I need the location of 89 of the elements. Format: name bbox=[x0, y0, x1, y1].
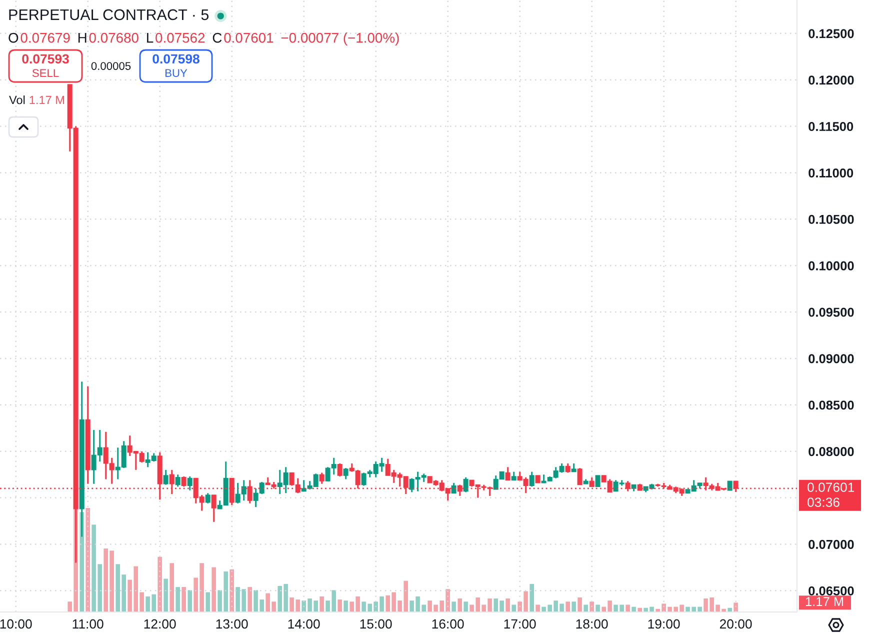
bar bbox=[734, 602, 738, 612]
bar bbox=[230, 569, 234, 612]
y-tick-label: 0.06500 bbox=[808, 586, 854, 596]
chart-title: Vol bbox=[9, 96, 25, 104]
annotation: 0.07562 bbox=[156, 32, 205, 43]
bar bbox=[536, 604, 540, 612]
candlestick bbox=[529, 471, 534, 488]
y-tick-label: 0.10500 bbox=[808, 214, 854, 224]
bar bbox=[320, 596, 324, 612]
candlestick bbox=[577, 467, 582, 486]
bar bbox=[176, 587, 180, 612]
candlestick bbox=[319, 472, 324, 485]
x-tick-label: 17:00 bbox=[504, 619, 536, 629]
candlestick bbox=[451, 482, 456, 494]
bar bbox=[590, 602, 594, 612]
annotation: 0.07680 bbox=[89, 32, 138, 43]
annotation: −0.00077 (−1.00%) bbox=[281, 32, 399, 46]
bar bbox=[248, 587, 252, 612]
candlestick bbox=[343, 467, 348, 480]
bar bbox=[452, 602, 456, 612]
bar bbox=[458, 598, 462, 612]
candlestick bbox=[337, 462, 342, 478]
candlestick bbox=[163, 469, 168, 486]
bar bbox=[530, 584, 534, 612]
bar bbox=[182, 587, 186, 612]
y-tick-label: 0.12000 bbox=[808, 76, 854, 85]
y-tick-label: 0.09000 bbox=[808, 354, 854, 364]
bar bbox=[338, 600, 342, 612]
y-tick-label: 0.09500 bbox=[808, 308, 854, 317]
candlestick bbox=[187, 476, 192, 492]
x-tick-label: 19:00 bbox=[648, 619, 680, 629]
x-tick-label: 20:00 bbox=[720, 619, 752, 629]
x-tick-label: 15:00 bbox=[360, 619, 392, 629]
bar bbox=[344, 600, 348, 612]
annotation: BUY bbox=[165, 69, 188, 77]
bar bbox=[86, 508, 90, 612]
annotation: O bbox=[8, 32, 18, 43]
x-tick-label: 10:00 bbox=[0, 619, 32, 629]
bar bbox=[464, 602, 468, 612]
candlestick bbox=[505, 466, 510, 481]
x-tick-label: 13:00 bbox=[216, 619, 248, 629]
bar bbox=[80, 512, 84, 612]
bar bbox=[188, 590, 192, 612]
x-tick-label: 12:00 bbox=[144, 619, 176, 629]
bar bbox=[632, 606, 636, 612]
candlestick bbox=[205, 492, 210, 504]
bar bbox=[506, 598, 510, 612]
y-tick-label: 0.07000 bbox=[808, 540, 854, 549]
candlestick bbox=[175, 474, 180, 488]
bar bbox=[584, 604, 588, 612]
annotation: 1.17 M bbox=[30, 96, 64, 104]
bar bbox=[158, 556, 162, 612]
bar bbox=[164, 578, 168, 612]
annotation: H bbox=[78, 33, 86, 43]
bar bbox=[512, 604, 516, 612]
x-tick-label: 18:00 bbox=[576, 619, 608, 629]
y-tick-label: 0.11500 bbox=[808, 122, 854, 132]
bar bbox=[596, 604, 600, 612]
y-tick-label: 0.11000 bbox=[808, 168, 854, 178]
annotation: 0.07598 bbox=[152, 54, 200, 64]
x-tick-label: 14:00 bbox=[288, 619, 320, 629]
text: 1.17 M bbox=[806, 597, 844, 606]
bar bbox=[206, 592, 210, 612]
annotation: SELL bbox=[32, 69, 59, 77]
bar bbox=[566, 602, 570, 612]
y-tick-label: 0.12500 bbox=[808, 29, 854, 38]
y-tick-label: 0.08000 bbox=[808, 447, 854, 456]
candlestick bbox=[565, 462, 570, 474]
annotation: 0.07679 bbox=[20, 32, 70, 43]
candlestick bbox=[463, 476, 468, 493]
bar bbox=[626, 604, 630, 612]
bar bbox=[212, 567, 216, 612]
annotation: C bbox=[212, 32, 222, 43]
text: 03:36 bbox=[808, 498, 840, 507]
bar bbox=[578, 597, 582, 612]
candlestick bbox=[595, 475, 600, 487]
annotation: 0.07601 bbox=[224, 32, 274, 43]
bar bbox=[572, 602, 576, 612]
x-tick-label: 16:00 bbox=[432, 619, 464, 629]
annotation: 0.00005 bbox=[91, 62, 131, 70]
y-tick-label: 0.08500 bbox=[808, 400, 854, 410]
chart-title: PERPETUAL CONTRACT · 5 bbox=[9, 9, 209, 20]
ref-line-label: 0.07601 bbox=[808, 482, 854, 492]
annotation: L bbox=[147, 33, 154, 43]
x-tick-label: 11:00 bbox=[72, 619, 104, 629]
bar bbox=[170, 563, 174, 612]
annotation: 0.07593 bbox=[22, 54, 69, 64]
candlestick bbox=[211, 494, 216, 523]
y-tick-label: 0.10000 bbox=[808, 261, 854, 270]
